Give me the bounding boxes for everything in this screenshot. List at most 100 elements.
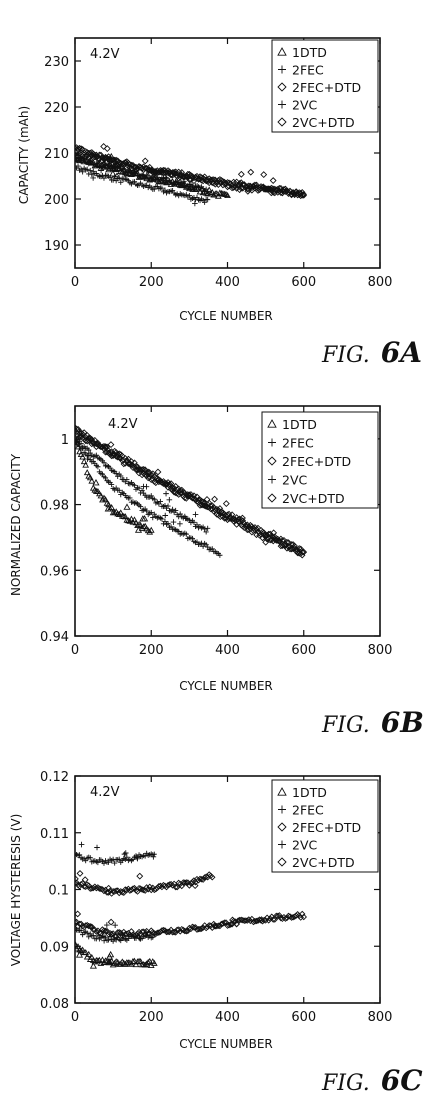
data-point: [285, 912, 292, 920]
data-point: [196, 188, 204, 195]
data-point: [180, 173, 187, 181]
data-point: [207, 502, 214, 510]
data-point: [85, 437, 92, 444]
x-tick-label: 200: [139, 275, 164, 290]
data-point: [224, 191, 231, 199]
x-tick-label: 800: [368, 1010, 393, 1025]
data-point: [152, 885, 160, 893]
x-tick-label: 400: [215, 1010, 240, 1025]
data-point: [112, 449, 120, 456]
data-point: [94, 153, 102, 160]
data-point-outlier: [77, 157, 84, 164]
data-point: [75, 879, 80, 886]
x-tick-label: 800: [368, 643, 393, 658]
data-point: [111, 509, 119, 516]
data-point: [75, 880, 79, 887]
data-point: [204, 923, 211, 931]
data-point: [93, 928, 100, 935]
data-point-outlier: [211, 495, 219, 503]
data-point-outlier: [105, 958, 113, 966]
data-point: [97, 151, 105, 159]
data-point: [76, 920, 83, 928]
data-point-outlier: [76, 869, 84, 877]
x-tick-label: 0: [71, 275, 79, 290]
legend-marker: [278, 100, 286, 109]
data-point: [239, 181, 246, 188]
data-point: [115, 889, 123, 897]
data-point: [160, 881, 167, 889]
series-2vc: [75, 437, 211, 535]
data-point: [76, 882, 83, 890]
data-point: [224, 516, 231, 524]
data-point: [300, 549, 307, 556]
legend-marker: [277, 787, 287, 796]
data-point: [87, 855, 93, 861]
data-point-outlier: [163, 490, 169, 497]
legend-entry-label: 1DTD: [282, 417, 317, 432]
data-point: [86, 453, 92, 459]
data-point: [79, 453, 86, 460]
data-point: [159, 185, 165, 191]
fig-number-6c: 6C: [381, 1064, 423, 1097]
data-point: [186, 192, 192, 199]
data-point: [148, 493, 154, 499]
data-points: [75, 143, 307, 207]
data-point-outlier: [104, 922, 110, 928]
legend-entry-label: 2FEC+DTD: [282, 454, 351, 469]
data-point: [131, 884, 138, 892]
data-point: [263, 186, 271, 193]
data-point-outlier: [90, 175, 96, 181]
data-point: [273, 912, 280, 920]
data-point: [96, 151, 103, 159]
data-point: [170, 168, 178, 176]
data-point: [127, 495, 133, 501]
data-point: [75, 425, 82, 433]
data-point: [105, 859, 112, 865]
data-point-outlier: [258, 916, 265, 924]
data-point: [282, 540, 289, 548]
legend-entry-label: 2FEC+DTD: [292, 820, 361, 835]
data-point: [85, 434, 92, 442]
data-point: [277, 542, 285, 550]
y-tick-label: 0.12: [40, 770, 69, 785]
data-point: [172, 883, 179, 891]
data-point-outlier: [89, 962, 97, 969]
data-point: [76, 157, 83, 163]
data-point: [124, 170, 130, 176]
data-point: [201, 922, 208, 929]
data-point-outlier: [139, 515, 147, 522]
data-point: [198, 174, 205, 181]
data-point: [274, 912, 282, 920]
data-point: [165, 521, 171, 527]
data-point: [224, 511, 231, 518]
data-point: [162, 187, 168, 193]
data-point: [128, 161, 135, 169]
data-point: [298, 192, 306, 199]
fig-label-6c: FIG. 6C: [321, 1064, 423, 1097]
data-point: [83, 858, 89, 864]
data-point: [194, 522, 200, 528]
fig-prefix-6b: FIG.: [321, 713, 370, 738]
data-point: [75, 436, 78, 442]
data-point-outlier: [269, 177, 277, 184]
data-point: [158, 167, 166, 174]
data-point: [77, 947, 85, 954]
data-point: [129, 885, 137, 892]
data-point: [210, 504, 218, 511]
data-point: [245, 523, 253, 531]
data-point-outlier: [104, 505, 112, 512]
data-point: [248, 184, 256, 192]
data-point: [218, 920, 225, 928]
data-point: [217, 552, 223, 558]
ylabel-6b: NORMALIZED CAPACITY: [9, 453, 23, 596]
data-point: [154, 929, 161, 937]
data-point: [102, 443, 109, 450]
data-point: [95, 464, 101, 470]
data-point: [124, 476, 130, 483]
data-point-outlier: [122, 850, 129, 856]
data-point-outlier: [203, 496, 211, 503]
legend-marker: [277, 857, 287, 867]
data-point: [163, 168, 170, 176]
data-point-outlier: [92, 478, 100, 486]
data-point: [205, 922, 213, 929]
